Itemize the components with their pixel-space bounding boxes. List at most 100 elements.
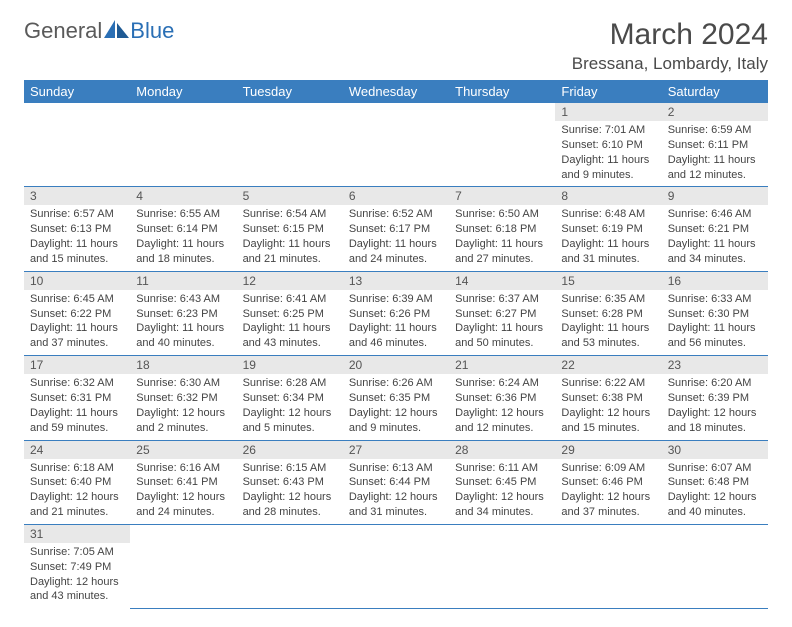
daylight-line: Daylight: 11 hours and 18 minutes.: [136, 237, 230, 267]
day-body: Sunrise: 6:59 AMSunset: 6:11 PMDaylight:…: [662, 121, 768, 186]
sunrise-line: Sunrise: 6:37 AM: [455, 292, 549, 307]
sunrise-line: Sunrise: 6:24 AM: [455, 376, 549, 391]
daylight-line: Daylight: 12 hours and 5 minutes.: [243, 406, 337, 436]
sunset-line: Sunset: 6:31 PM: [30, 391, 124, 406]
sunrise-line: Sunrise: 6:57 AM: [30, 207, 124, 222]
sunset-line: Sunset: 6:45 PM: [455, 475, 549, 490]
empty-cell: [343, 524, 449, 608]
day-body: Sunrise: 7:01 AMSunset: 6:10 PMDaylight:…: [555, 121, 661, 186]
sunset-line: Sunset: 6:15 PM: [243, 222, 337, 237]
day-number: 7: [449, 187, 555, 205]
day-cell-16: 16Sunrise: 6:33 AMSunset: 6:30 PMDayligh…: [662, 271, 768, 355]
day-body: Sunrise: 6:57 AMSunset: 6:13 PMDaylight:…: [24, 205, 130, 270]
empty-cell: [237, 524, 343, 608]
sunrise-line: Sunrise: 6:07 AM: [668, 461, 762, 476]
sunrise-line: Sunrise: 6:35 AM: [561, 292, 655, 307]
daylight-line: Daylight: 11 hours and 40 minutes.: [136, 321, 230, 351]
sunset-line: Sunset: 6:22 PM: [30, 307, 124, 322]
sunset-line: Sunset: 6:26 PM: [349, 307, 443, 322]
sunrise-line: Sunrise: 6:48 AM: [561, 207, 655, 222]
daylight-line: Daylight: 12 hours and 31 minutes.: [349, 490, 443, 520]
day-number: 26: [237, 441, 343, 459]
day-number: 31: [24, 525, 130, 543]
day-cell-5: 5Sunrise: 6:54 AMSunset: 6:15 PMDaylight…: [237, 187, 343, 271]
day-body: Sunrise: 6:32 AMSunset: 6:31 PMDaylight:…: [24, 374, 130, 439]
daylight-line: Daylight: 12 hours and 9 minutes.: [349, 406, 443, 436]
day-body: Sunrise: 6:30 AMSunset: 6:32 PMDaylight:…: [130, 374, 236, 439]
day-body: Sunrise: 6:50 AMSunset: 6:18 PMDaylight:…: [449, 205, 555, 270]
daylight-line: Daylight: 12 hours and 21 minutes.: [30, 490, 124, 520]
sunset-line: Sunset: 6:41 PM: [136, 475, 230, 490]
day-number: 19: [237, 356, 343, 374]
day-cell-28: 28Sunrise: 6:11 AMSunset: 6:45 PMDayligh…: [449, 440, 555, 524]
day-body: Sunrise: 6:33 AMSunset: 6:30 PMDaylight:…: [662, 290, 768, 355]
sunset-line: Sunset: 6:39 PM: [668, 391, 762, 406]
sunrise-line: Sunrise: 6:59 AM: [668, 123, 762, 138]
day-cell-20: 20Sunrise: 6:26 AMSunset: 6:35 PMDayligh…: [343, 356, 449, 440]
sunset-line: Sunset: 6:17 PM: [349, 222, 443, 237]
day-number: 21: [449, 356, 555, 374]
sunset-line: Sunset: 6:28 PM: [561, 307, 655, 322]
day-number: 11: [130, 272, 236, 290]
sunset-line: Sunset: 6:27 PM: [455, 307, 549, 322]
sunset-line: Sunset: 7:49 PM: [30, 560, 124, 575]
empty-cell: [449, 103, 555, 187]
day-cell-26: 26Sunrise: 6:15 AMSunset: 6:43 PMDayligh…: [237, 440, 343, 524]
weekday-wednesday: Wednesday: [343, 80, 449, 103]
sunset-line: Sunset: 6:21 PM: [668, 222, 762, 237]
header: General Blue March 2024 Bressana, Lombar…: [24, 18, 768, 74]
day-number: 6: [343, 187, 449, 205]
daylight-line: Daylight: 11 hours and 43 minutes.: [243, 321, 337, 351]
day-cell-25: 25Sunrise: 6:16 AMSunset: 6:41 PMDayligh…: [130, 440, 236, 524]
daylight-line: Daylight: 12 hours and 15 minutes.: [561, 406, 655, 436]
sunrise-line: Sunrise: 6:18 AM: [30, 461, 124, 476]
day-cell-2: 2Sunrise: 6:59 AMSunset: 6:11 PMDaylight…: [662, 103, 768, 187]
day-number: 23: [662, 356, 768, 374]
daylight-line: Daylight: 12 hours and 43 minutes.: [30, 575, 124, 605]
day-number: 15: [555, 272, 661, 290]
day-number: 14: [449, 272, 555, 290]
day-number: 13: [343, 272, 449, 290]
calendar-row: 31Sunrise: 7:05 AMSunset: 7:49 PMDayligh…: [24, 524, 768, 608]
sunset-line: Sunset: 6:14 PM: [136, 222, 230, 237]
empty-cell: [237, 103, 343, 187]
sunrise-line: Sunrise: 6:39 AM: [349, 292, 443, 307]
calendar-row: 3Sunrise: 6:57 AMSunset: 6:13 PMDaylight…: [24, 187, 768, 271]
sunset-line: Sunset: 6:25 PM: [243, 307, 337, 322]
day-cell-23: 23Sunrise: 6:20 AMSunset: 6:39 PMDayligh…: [662, 356, 768, 440]
day-cell-8: 8Sunrise: 6:48 AMSunset: 6:19 PMDaylight…: [555, 187, 661, 271]
day-body: Sunrise: 6:22 AMSunset: 6:38 PMDaylight:…: [555, 374, 661, 439]
daylight-line: Daylight: 11 hours and 31 minutes.: [561, 237, 655, 267]
day-body: Sunrise: 6:15 AMSunset: 6:43 PMDaylight:…: [237, 459, 343, 524]
day-cell-21: 21Sunrise: 6:24 AMSunset: 6:36 PMDayligh…: [449, 356, 555, 440]
sunrise-line: Sunrise: 6:54 AM: [243, 207, 337, 222]
logo-text-1: General: [24, 18, 102, 44]
day-body: Sunrise: 6:39 AMSunset: 6:26 PMDaylight:…: [343, 290, 449, 355]
day-number: 2: [662, 103, 768, 121]
daylight-line: Daylight: 12 hours and 34 minutes.: [455, 490, 549, 520]
day-number: 16: [662, 272, 768, 290]
month-title: March 2024: [572, 18, 768, 52]
daylight-line: Daylight: 11 hours and 21 minutes.: [243, 237, 337, 267]
day-cell-1: 1Sunrise: 7:01 AMSunset: 6:10 PMDaylight…: [555, 103, 661, 187]
sunrise-line: Sunrise: 6:09 AM: [561, 461, 655, 476]
calendar-row: 24Sunrise: 6:18 AMSunset: 6:40 PMDayligh…: [24, 440, 768, 524]
day-number: 4: [130, 187, 236, 205]
sunset-line: Sunset: 6:44 PM: [349, 475, 443, 490]
day-number: 10: [24, 272, 130, 290]
weekday-tuesday: Tuesday: [237, 80, 343, 103]
day-body: Sunrise: 6:52 AMSunset: 6:17 PMDaylight:…: [343, 205, 449, 270]
sunrise-line: Sunrise: 6:45 AM: [30, 292, 124, 307]
day-cell-15: 15Sunrise: 6:35 AMSunset: 6:28 PMDayligh…: [555, 271, 661, 355]
daylight-line: Daylight: 11 hours and 37 minutes.: [30, 321, 124, 351]
daylight-line: Daylight: 11 hours and 9 minutes.: [561, 153, 655, 183]
sunrise-line: Sunrise: 6:55 AM: [136, 207, 230, 222]
calendar-row: 10Sunrise: 6:45 AMSunset: 6:22 PMDayligh…: [24, 271, 768, 355]
sunrise-line: Sunrise: 6:28 AM: [243, 376, 337, 391]
day-body: Sunrise: 6:16 AMSunset: 6:41 PMDaylight:…: [130, 459, 236, 524]
weekday-saturday: Saturday: [662, 80, 768, 103]
sunrise-line: Sunrise: 6:20 AM: [668, 376, 762, 391]
day-cell-12: 12Sunrise: 6:41 AMSunset: 6:25 PMDayligh…: [237, 271, 343, 355]
sail-icon: [104, 20, 130, 38]
empty-cell: [662, 524, 768, 608]
